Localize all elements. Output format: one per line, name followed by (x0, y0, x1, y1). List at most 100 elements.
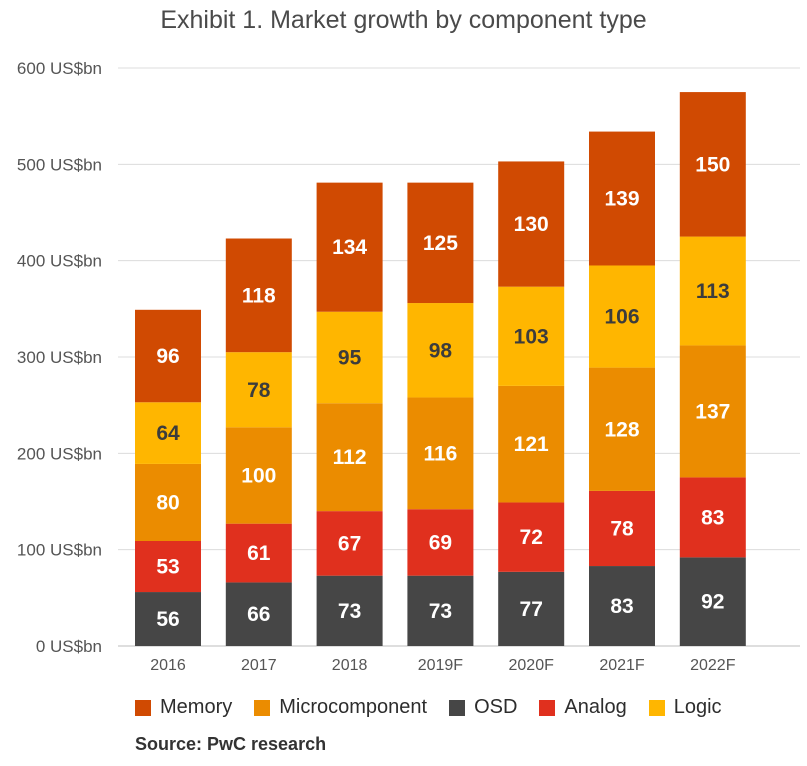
y-tick-label: 400 US$bn (17, 252, 102, 271)
data-label-osd: 92 (701, 591, 724, 614)
data-label-osd: 73 (338, 600, 361, 623)
legend-label-logic: Logic (673, 696, 722, 718)
bar-segment-memory (679, 92, 746, 237)
bar-segment-analog (135, 540, 201, 593)
legend-swatch-analog (539, 699, 556, 716)
legend: Memory Microcomponent OSD Analog Logic (135, 696, 744, 719)
legend-label-memory: Memory (160, 696, 233, 718)
bar-segment-microcomponent (316, 403, 383, 512)
bar-segment-microcomponent (498, 385, 565, 503)
data-label-osd: 66 (247, 603, 270, 626)
legend-item-analog: Analog (539, 696, 627, 719)
data-label-microcomponent: 80 (156, 491, 179, 514)
bar-segment-logic (225, 352, 292, 428)
data-label-logic: 98 (429, 339, 453, 362)
bar-segment-osd (225, 582, 292, 646)
data-label-analog: 83 (701, 506, 724, 529)
legend-label-microcomponent: Microcomponent (279, 696, 428, 718)
bar-segment-memory (225, 238, 292, 353)
y-tick-label: 600 US$bn (17, 59, 102, 78)
bar-segment-osd (589, 566, 655, 646)
x-tick-label: 2018 (332, 657, 368, 674)
bar-segment-microcomponent (589, 367, 655, 491)
bar-segment-logic (679, 236, 746, 346)
data-label-osd: 73 (429, 600, 452, 623)
legend-item-osd: OSD (449, 696, 517, 719)
bar-segment-microcomponent (135, 463, 201, 541)
x-tick-label: 2019F (418, 657, 464, 674)
y-tick-label: 200 US$bn (17, 444, 102, 463)
data-label-memory: 134 (332, 236, 367, 259)
data-label-logic: 113 (696, 280, 730, 303)
legend-item-memory: Memory (135, 696, 232, 719)
x-tick-label: 2017 (241, 657, 277, 674)
bar-segment-microcomponent (225, 427, 292, 524)
legend-label-analog: Analog (564, 696, 627, 718)
bar-segment-osd (135, 592, 201, 646)
data-label-osd: 77 (520, 598, 543, 621)
bar-segment-memory (407, 182, 474, 304)
x-tick-label: 2020F (509, 657, 555, 674)
bar-segment-analog (589, 490, 655, 567)
bar-segment-analog (407, 509, 474, 576)
bar-segment-analog (679, 477, 746, 558)
bar-segment-logic (316, 311, 383, 404)
data-label-microcomponent: 128 (604, 418, 639, 441)
bar-segment-logic (498, 286, 565, 386)
data-label-microcomponent: 121 (514, 433, 549, 456)
bar-segment-microcomponent (679, 345, 746, 478)
data-label-memory: 139 (604, 188, 639, 211)
y-tick-label: 300 US$bn (17, 348, 102, 367)
legend-item-logic: Logic (648, 696, 722, 719)
data-label-logic: 103 (514, 325, 549, 348)
bar-segment-analog (225, 523, 292, 583)
bar-segment-memory (589, 131, 655, 266)
legend-label-osd: OSD (474, 696, 518, 718)
bar-segment-osd (316, 575, 383, 646)
data-label-logic: 64 (156, 422, 180, 445)
data-label-logic: 106 (604, 306, 639, 329)
bar-segment-osd (498, 571, 565, 646)
data-label-osd: 83 (610, 595, 633, 618)
data-label-osd: 56 (156, 608, 179, 631)
legend-swatch-memory (135, 699, 151, 716)
chart-title: Exhibit 1. Market growth by component ty… (160, 6, 647, 34)
bar-segment-memory (135, 309, 201, 403)
y-tick-label: 0 US$bn (36, 637, 102, 656)
source-note: Source: PwC research (135, 734, 327, 754)
data-label-analog: 69 (429, 531, 452, 554)
bar-segment-microcomponent (407, 397, 474, 510)
bar-segment-analog (498, 502, 565, 572)
bar-segment-osd (407, 575, 474, 646)
y-tick-label: 100 US$bn (17, 541, 102, 560)
data-label-analog: 67 (338, 532, 361, 555)
x-tick-label: 2016 (150, 657, 186, 674)
data-label-microcomponent: 137 (695, 400, 730, 423)
bar-segment-analog (316, 511, 383, 576)
data-label-memory: 130 (514, 213, 549, 236)
x-tick-label: 2022F (690, 657, 736, 674)
data-label-microcomponent: 116 (423, 442, 457, 465)
data-label-logic: 95 (338, 346, 362, 369)
data-label-microcomponent: 112 (333, 446, 367, 469)
legend-item-microcomponent: Microcomponent (254, 696, 427, 719)
data-label-logic: 78 (247, 379, 271, 402)
legend-swatch-logic (648, 699, 665, 716)
bar-segment-logic (407, 303, 474, 398)
bar-segment-memory (316, 182, 383, 312)
data-label-memory: 150 (695, 153, 730, 176)
legend-swatch-microcomponent (254, 699, 271, 716)
bar-segment-logic (589, 265, 655, 368)
bar-segment-memory (498, 161, 565, 287)
data-label-analog: 78 (610, 517, 634, 540)
x-tick-label: 2021F (599, 657, 645, 674)
legend-swatch-osd (449, 699, 466, 716)
data-label-analog: 61 (247, 542, 271, 565)
data-label-memory: 125 (423, 232, 458, 255)
y-tick-label: 500 US$bn (17, 155, 102, 174)
bar-segment-osd (679, 557, 746, 646)
data-label-analog: 53 (156, 556, 179, 579)
bar-segment-logic (135, 402, 201, 464)
data-label-microcomponent: 100 (241, 464, 276, 487)
